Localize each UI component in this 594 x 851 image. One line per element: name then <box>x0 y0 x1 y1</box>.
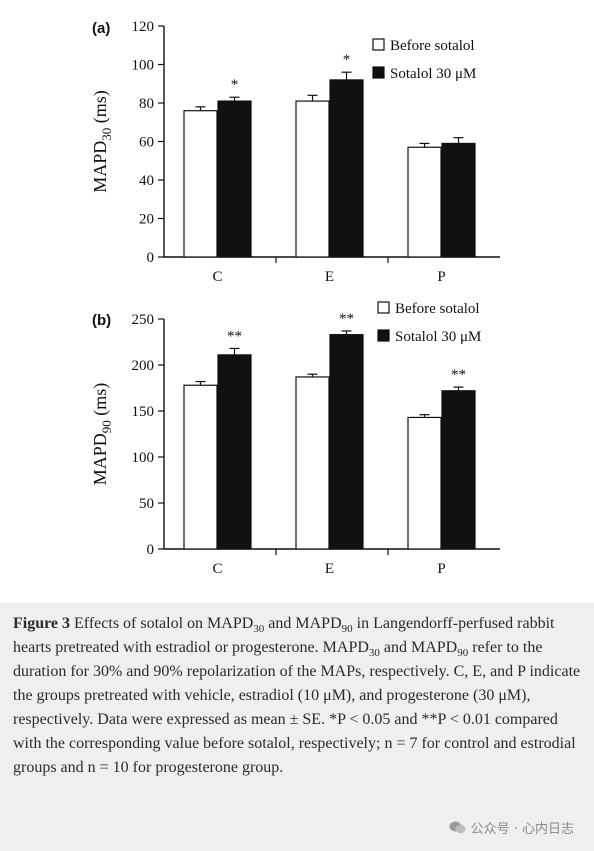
bar-sotalol <box>329 334 364 550</box>
caption-text-4: and MAPD <box>379 639 458 656</box>
legend-swatch-sotalol <box>372 66 385 79</box>
x-category-label: C <box>212 269 222 285</box>
caption-sub: 90 <box>341 623 353 636</box>
bar-before-sotalol <box>183 384 218 550</box>
caption-sub: 90 <box>457 647 469 660</box>
bar-sotalol <box>329 79 364 258</box>
watermark-text: 公众号 · 心内日志 <box>470 822 574 837</box>
legend-swatch-before <box>377 301 390 314</box>
panel-label: (a) <box>92 20 110 37</box>
significance-mark: * <box>343 52 351 68</box>
legend-label: Before sotalol <box>395 301 480 317</box>
bar-before-sotalol <box>407 146 442 258</box>
x-category-label: C <box>212 561 222 577</box>
legend-label: Sotalol 30 μM <box>395 329 481 345</box>
y-tick-label: 150 <box>132 404 155 420</box>
bar-sotalol <box>441 142 476 258</box>
wechat-icon <box>449 821 466 834</box>
y-axis-label-main: MAPD <box>90 141 110 193</box>
caption-background <box>0 603 594 851</box>
significance-mark: ** <box>451 367 466 383</box>
bar-before-sotalol <box>295 376 330 550</box>
x-category-label: E <box>325 269 334 285</box>
bar-before-sotalol <box>407 416 442 550</box>
y-tick-label: 100 <box>132 450 155 466</box>
panel-label: (b) <box>92 312 111 329</box>
y-tick-label: 60 <box>139 135 154 151</box>
y-tick-label: 100 <box>132 58 155 74</box>
bar-sotalol <box>217 100 252 258</box>
caption-sub: 30 <box>368 647 380 660</box>
caption-text-1: Effects of sotalol on MAPD <box>74 615 254 632</box>
y-tick-label: 20 <box>139 212 154 228</box>
y-axis-label-sub: 90 <box>99 420 114 433</box>
legend-swatch-before <box>372 38 385 51</box>
y-axis-label-main: MAPD <box>90 433 110 485</box>
significance-mark: ** <box>339 311 354 327</box>
bar-sotalol <box>217 354 252 550</box>
x-category-label: P <box>437 561 445 577</box>
y-tick-label: 200 <box>132 358 155 374</box>
y-axis-label: MAPD30 (ms) <box>90 90 114 193</box>
significance-mark: * <box>231 77 239 93</box>
bar-sotalol <box>441 390 476 550</box>
y-tick-label: 80 <box>139 96 154 112</box>
x-category-label: P <box>437 269 445 285</box>
y-tick-label: 50 <box>139 496 154 512</box>
y-axis-label-sub: 30 <box>99 128 114 141</box>
figure-number: Figure 3 <box>13 615 71 632</box>
x-category-label: E <box>325 561 334 577</box>
watermark: 公众号 · 心内日志 <box>449 818 574 837</box>
legend-swatch-sotalol <box>377 329 390 342</box>
figure-caption: Figure 3 Effects of sotalol on MAPD30 an… <box>13 612 585 780</box>
y-axis-label: MAPD90 (ms) <box>90 383 114 486</box>
y-tick-label: 120 <box>132 19 155 35</box>
y-tick-label: 250 <box>132 312 155 328</box>
y-axis-label-suffix: (ms) <box>90 383 111 421</box>
significance-mark: ** <box>227 328 242 344</box>
caption-text-5: refer to the duration for 30% and 90% re… <box>13 639 581 776</box>
legend-label: Sotalol 30 μM <box>390 66 476 82</box>
caption-text-3: in Langendorff-perfused rabbit hearts pr… <box>13 615 555 656</box>
bar-before-sotalol <box>183 110 218 258</box>
caption-sub: 30 <box>253 623 265 636</box>
caption-text-2: and MAPD <box>264 615 342 632</box>
legend-label: Before sotalol <box>390 38 475 54</box>
y-tick-label: 0 <box>147 542 155 558</box>
bar-before-sotalol <box>295 100 330 258</box>
y-tick-label: 0 <box>147 250 155 266</box>
y-tick-label: 40 <box>139 173 154 189</box>
y-axis-label-suffix: (ms) <box>90 90 111 128</box>
